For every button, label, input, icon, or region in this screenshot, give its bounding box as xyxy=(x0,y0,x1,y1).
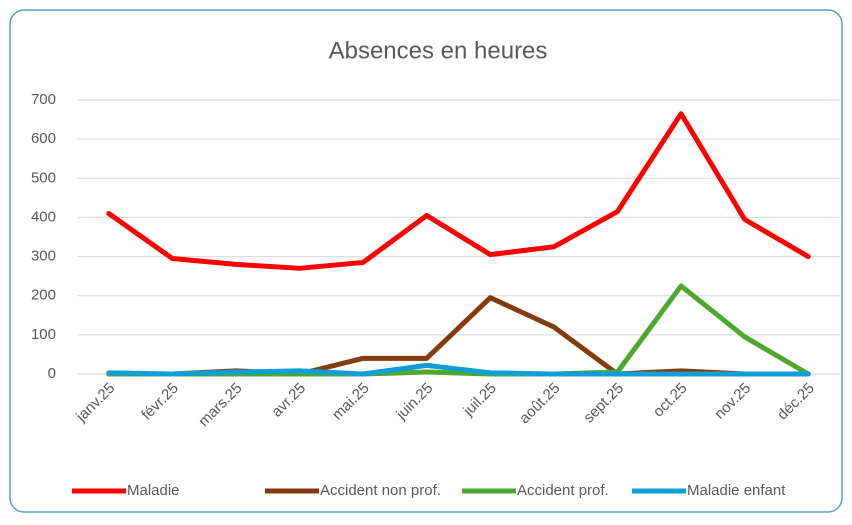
line-series xyxy=(106,111,811,271)
y-tick-label: 200 xyxy=(31,287,56,304)
y-tick-label: 500 xyxy=(31,169,56,186)
y-tick-label: 600 xyxy=(31,130,56,147)
legend-label: Accident prof. xyxy=(517,482,609,499)
chart-title: Absences en heures xyxy=(329,37,548,64)
legend-label: Accident non prof. xyxy=(320,482,441,499)
chart-frame xyxy=(9,9,843,513)
legend-label: Maladie enfant xyxy=(687,482,786,499)
y-tick-label: 700 xyxy=(31,91,56,108)
legend-label: Maladie xyxy=(127,482,180,499)
y-tick-label: 100 xyxy=(31,326,56,343)
y-tick-label: 0 xyxy=(48,365,56,382)
y-tick-label: 300 xyxy=(31,248,56,265)
line-series xyxy=(106,362,811,377)
y-tick-label: 400 xyxy=(31,208,56,225)
